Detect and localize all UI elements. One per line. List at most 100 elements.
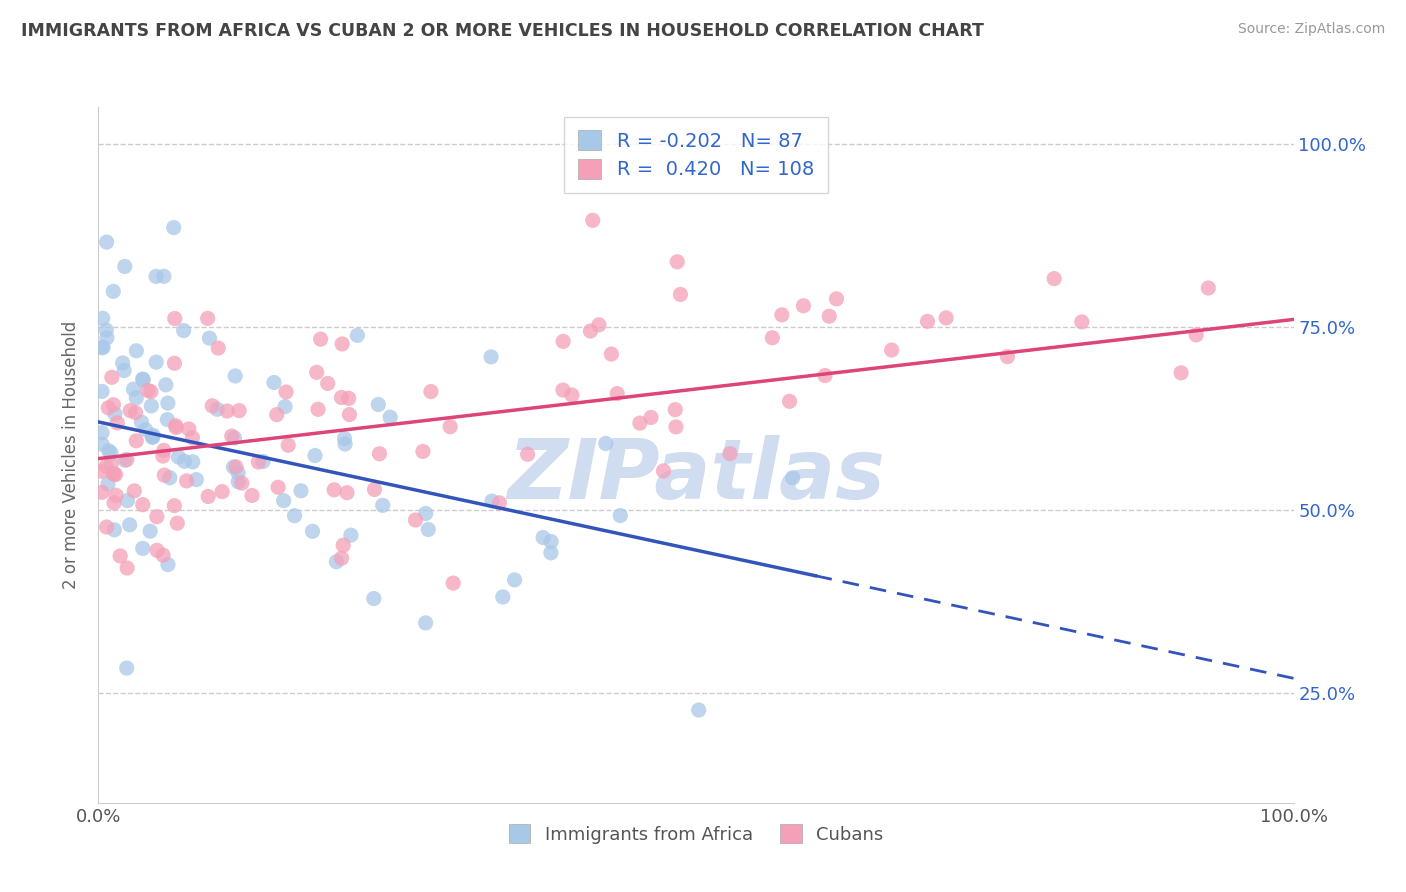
Point [165, 418, 187, 433]
Point [173, 454, 195, 468]
Point [935, 310, 957, 325]
Point [114, 453, 136, 467]
Point [441, 576, 464, 591]
Point [91, 425, 114, 440]
Point [240, 488, 263, 502]
Point [115, 661, 138, 675]
Point [640, 410, 662, 425]
Point [274, 400, 297, 414]
Point [207, 341, 229, 355]
Point [163, 311, 186, 326]
Point [412, 444, 434, 458]
Point [177, 422, 200, 436]
Point [146, 509, 169, 524]
Point [304, 449, 326, 463]
Point [415, 507, 437, 521]
Point [782, 471, 804, 485]
Point [166, 516, 188, 531]
Point [205, 402, 228, 417]
Point [371, 499, 394, 513]
Point [665, 420, 688, 434]
Point [103, 467, 125, 481]
Point [600, 347, 623, 361]
Point [1185, 327, 1208, 342]
Point [337, 392, 360, 406]
Point [197, 311, 219, 326]
Point [368, 447, 391, 461]
Point [124, 483, 146, 498]
Point [224, 431, 246, 445]
Point [267, 480, 290, 494]
Point [266, 408, 288, 422]
Point [363, 483, 385, 497]
Point [141, 430, 163, 444]
Point [330, 337, 353, 351]
Point [628, 416, 651, 430]
Legend: Immigrants from Africa, Cubans: Immigrants from Africa, Cubans [496, 812, 896, 856]
Point [108, 549, 131, 563]
Point [131, 415, 153, 429]
Point [814, 368, 837, 383]
Point [91, 340, 114, 354]
Point [115, 452, 138, 467]
Point [540, 534, 562, 549]
Point [91, 485, 114, 500]
Point [1070, 315, 1092, 329]
Point [176, 474, 198, 488]
Point [167, 450, 190, 464]
Text: Source: ZipAtlas.com: Source: ZipAtlas.com [1237, 22, 1385, 37]
Point [290, 483, 312, 498]
Point [142, 430, 165, 444]
Point [595, 436, 617, 450]
Point [516, 447, 538, 461]
Point [333, 437, 356, 451]
Point [224, 368, 246, 383]
Point [96, 331, 118, 345]
Point [197, 490, 219, 504]
Point [339, 408, 361, 422]
Point [652, 464, 675, 478]
Point [363, 591, 385, 606]
Point [153, 443, 176, 458]
Point [488, 496, 510, 510]
Point [101, 370, 124, 384]
Point [588, 318, 610, 332]
Point [114, 260, 136, 274]
Point [125, 343, 148, 358]
Point [125, 391, 148, 405]
Point [156, 412, 179, 426]
Point [283, 508, 305, 523]
Point [91, 464, 114, 478]
Point [378, 410, 401, 425]
Point [103, 467, 125, 481]
Point [825, 292, 848, 306]
Point [103, 496, 125, 510]
Point [917, 314, 939, 328]
Point [761, 331, 783, 345]
Point [226, 475, 249, 489]
Point [330, 551, 353, 566]
Point [91, 311, 114, 326]
Point [336, 485, 359, 500]
Point [332, 538, 354, 552]
Point [222, 460, 245, 475]
Point [97, 401, 120, 415]
Point [492, 590, 515, 604]
Point [163, 356, 186, 370]
Point [247, 455, 270, 469]
Point [263, 376, 285, 390]
Point [779, 394, 801, 409]
Point [103, 523, 125, 537]
Point [117, 493, 139, 508]
Point [1170, 366, 1192, 380]
Point [609, 508, 631, 523]
Point [94, 459, 117, 474]
Point [159, 471, 181, 485]
Point [579, 324, 602, 338]
Point [277, 438, 299, 452]
Point [225, 459, 247, 474]
Point [540, 546, 562, 560]
Point [323, 483, 346, 497]
Point [97, 476, 120, 491]
Point [211, 484, 233, 499]
